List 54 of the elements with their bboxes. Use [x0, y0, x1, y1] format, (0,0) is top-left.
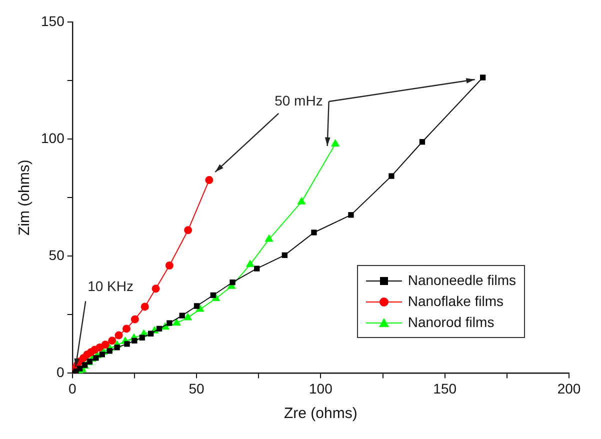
point [172, 318, 181, 326]
point [331, 138, 340, 146]
point [148, 330, 154, 336]
y-tick-label: 0 [56, 364, 65, 380]
x-tick-label: 100 [309, 380, 333, 396]
point [388, 173, 394, 179]
annotation: 10 KHz [88, 278, 134, 294]
point [282, 252, 288, 258]
point [230, 280, 236, 286]
point [130, 315, 139, 324]
legend-label: Nanoneedle films [408, 271, 516, 290]
legend-label: Nanorod films [408, 313, 494, 332]
point [179, 312, 185, 318]
point [184, 226, 192, 234]
legend-label: Nanoflake films [408, 292, 504, 312]
x-tick-label: 0 [68, 380, 76, 396]
y-tick-label: 50 [48, 246, 65, 263]
point [480, 74, 486, 80]
point [165, 262, 174, 270]
point [99, 352, 105, 358]
point [122, 324, 130, 333]
point [139, 334, 145, 340]
point [93, 355, 99, 361]
point [184, 312, 192, 320]
point [140, 302, 149, 311]
point [246, 260, 254, 268]
point [156, 326, 162, 332]
point [124, 341, 130, 347]
point [114, 331, 123, 340]
point [194, 303, 200, 309]
y-tick-label: 150 [41, 12, 65, 29]
point [152, 284, 160, 293]
x-axis-title: Zre (ohms) [284, 405, 358, 422]
point [132, 338, 138, 344]
point [106, 348, 112, 354]
point [101, 340, 110, 349]
point [210, 292, 216, 298]
point [166, 320, 172, 326]
x-tick-label: 200 [557, 380, 581, 396]
point [86, 358, 93, 364]
x-tick-label: 50 [188, 380, 205, 396]
point [419, 139, 426, 145]
annotation: 50 mHz [274, 92, 323, 108]
point [311, 230, 317, 236]
point [254, 266, 260, 272]
x-tick-label: 150 [433, 380, 457, 396]
y-axis-title: Zim (ohms) [16, 160, 34, 236]
point [108, 336, 116, 345]
y-tick-label: 100 [41, 130, 65, 146]
point [264, 234, 274, 242]
point [114, 344, 120, 350]
point [205, 176, 214, 184]
point [297, 196, 306, 204]
point [348, 212, 354, 218]
